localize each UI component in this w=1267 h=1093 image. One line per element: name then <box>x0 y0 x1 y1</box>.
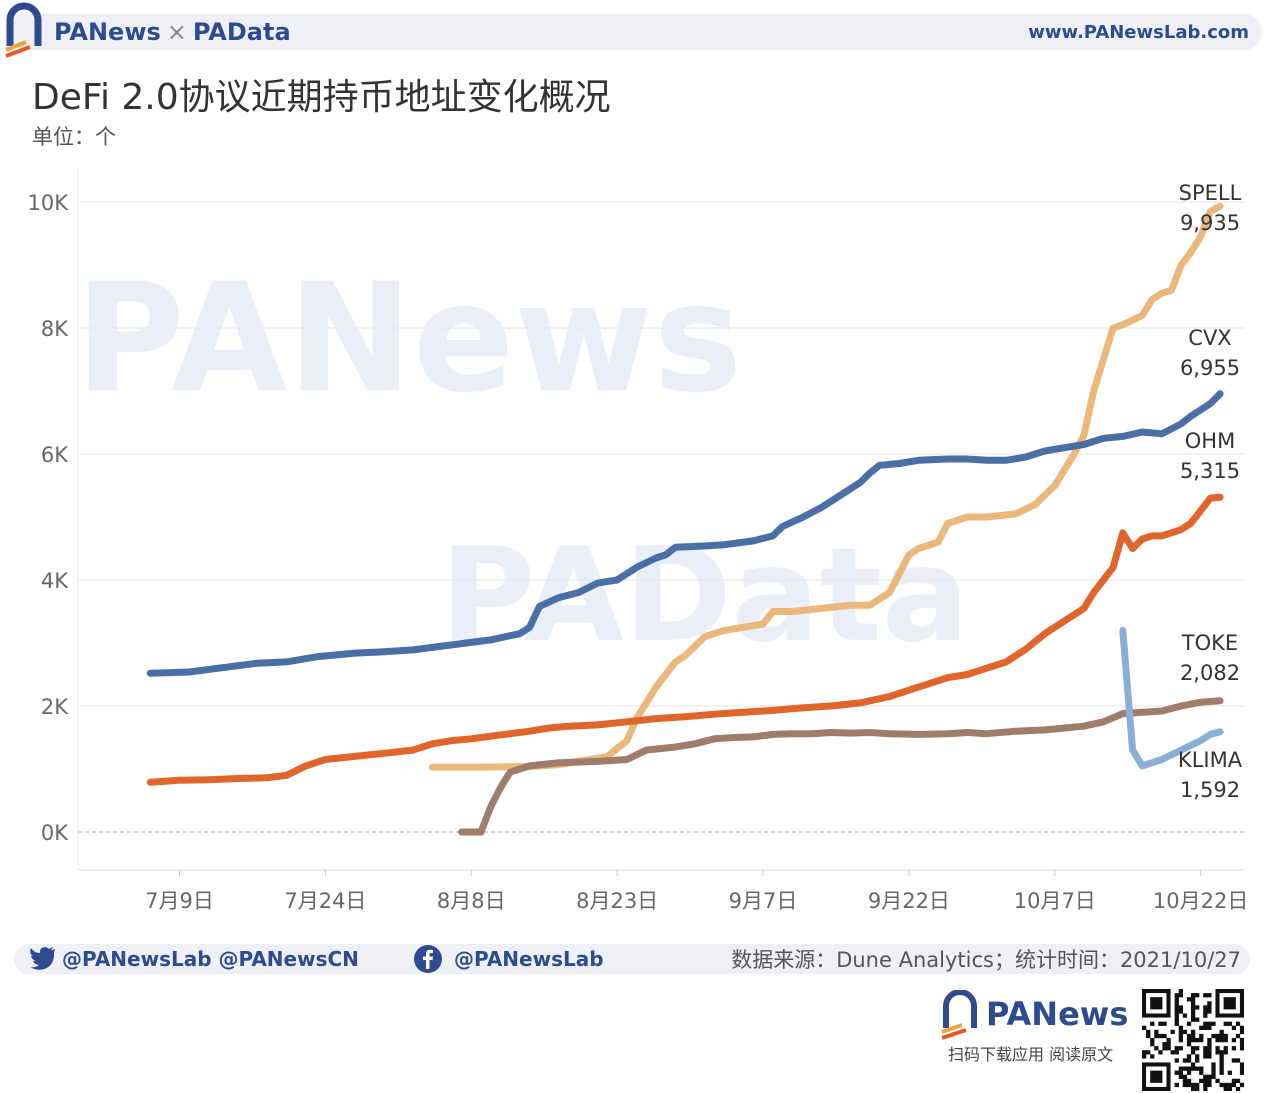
x-tick-label: 10月22日 <box>1153 889 1248 913</box>
y-tick-label: 0K <box>41 821 69 845</box>
facebook-handle[interactable]: @PANewsLab <box>454 947 604 971</box>
series-line-klima <box>1119 626 1224 770</box>
y-tick-label: 10K <box>28 191 70 215</box>
website-link[interactable]: www.PANewsLab.com <box>1028 22 1249 43</box>
watermark-text: PANews <box>75 252 742 426</box>
series-line-cvx <box>146 390 1224 677</box>
series-line-toke <box>458 697 1224 836</box>
series-value-label: 6,955 <box>1180 356 1240 380</box>
series-name-label: OHM <box>1185 429 1235 453</box>
grid-layer: 0K 2K 4K 6K 8K 10K 7月9日 7月24日 8月8日 8月23日 9月7日 9月22日… <box>28 170 1248 913</box>
series-value-label: 2,082 <box>1180 661 1240 685</box>
panews-footer-logo-icon <box>941 990 977 1040</box>
footer-caption: 扫码下载应用 阅读原文 <box>948 1045 1114 1064</box>
chart-title: DeFi 2.0协议近期持币地址变化概况 <box>32 77 611 118</box>
twitter-handles[interactable]: @PANewsLab @PANewsCN <box>62 947 359 971</box>
footer-bar <box>14 944 1250 974</box>
twitter-icon <box>30 947 55 970</box>
panews-logo-icon <box>5 2 42 58</box>
unit-label: 单位：个 <box>32 125 116 149</box>
label-layer: SPELL 9,935 CVX 6,955 OHM 5,315 TOKE 2,082 KLIMA… <box>1178 181 1243 802</box>
series-line-ohm <box>146 493 1224 786</box>
data-source: 数据来源：Dune Analytics；统计时间：2021/10/27 <box>731 948 1241 972</box>
footer-brand: PANews <box>986 995 1129 1033</box>
x-tick-label: 7月9日 <box>145 889 214 913</box>
facebook-icon <box>414 945 442 973</box>
series-line-spell <box>428 202 1224 771</box>
y-tick-label: 8K <box>41 317 69 341</box>
series-name-label: TOKE <box>1181 631 1238 655</box>
series-value-label: 1,592 <box>1180 778 1240 802</box>
series-layer <box>146 202 1224 836</box>
series-value-label: 9,935 <box>1180 211 1240 235</box>
series-name-label: SPELL <box>1179 181 1242 205</box>
x-tick-label: 9月22日 <box>868 889 950 913</box>
brand-line: PANews × PAData <box>54 16 291 48</box>
x-tick-label: 8月8日 <box>437 889 506 913</box>
qr-code-icon[interactable] <box>1142 989 1244 1091</box>
y-tick-label: 6K <box>41 443 69 467</box>
brand-right: PAData <box>192 18 291 46</box>
series-name-label: KLIMA <box>1178 748 1243 772</box>
y-tick-label: 2K <box>41 695 69 719</box>
x-tick-label: 10月7日 <box>1014 889 1096 913</box>
series-name-label: CVX <box>1188 326 1231 350</box>
series-value-label: 5,315 <box>1180 459 1240 483</box>
header-bar <box>6 14 1262 50</box>
x-tick-label: 7月24日 <box>284 889 366 913</box>
brand-left: PANews <box>54 18 161 46</box>
brand-separator: × <box>166 18 187 46</box>
x-tick-label: 9月7日 <box>729 889 798 913</box>
x-tick-label: 8月23日 <box>576 889 658 913</box>
y-tick-label: 4K <box>41 569 69 593</box>
